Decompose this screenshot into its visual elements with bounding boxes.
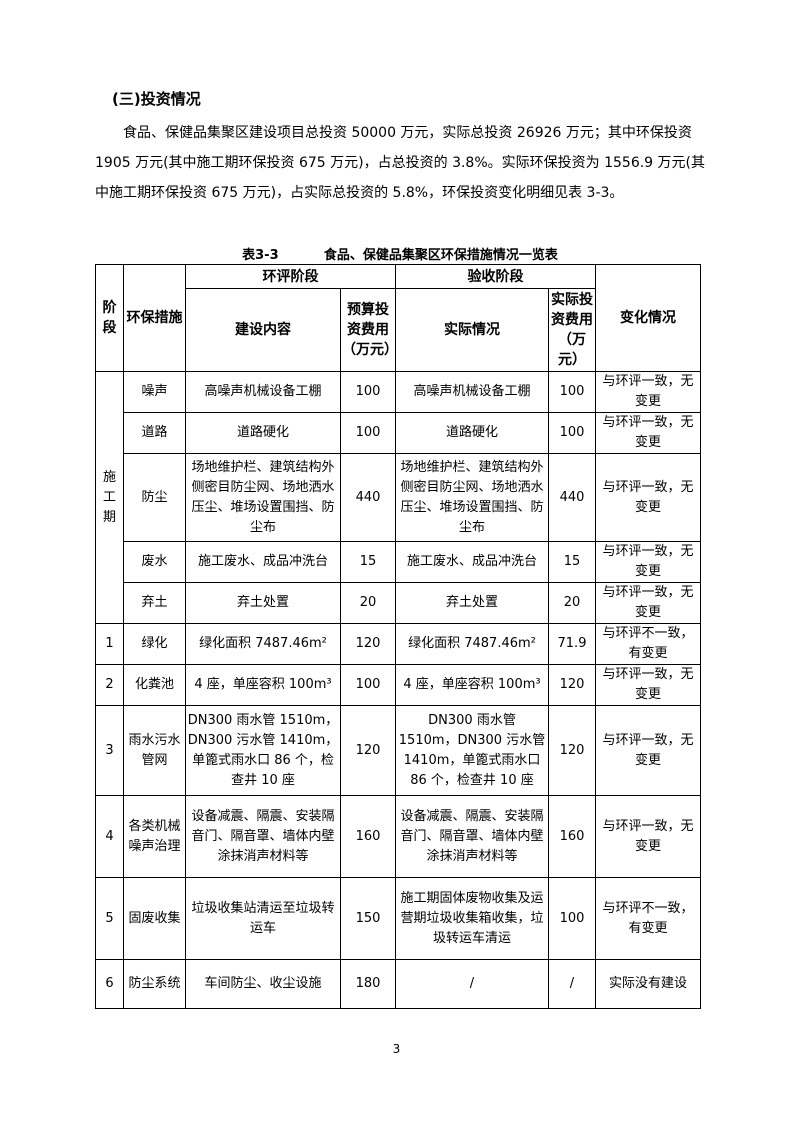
cell-actual: 绿化面积 7487.46m² [395,623,549,665]
cell-actual: 高噪声机械设备工棚 [395,371,549,413]
cell-actual: 4 座，单座容积 100m³ [395,664,549,706]
cell-content: 垃圾收集站清运至垃圾转运车 [185,877,341,960]
cell-actual-cost: 100 [548,412,596,454]
cell-actual-cost: 15 [548,541,596,583]
cell-budget: 150 [340,877,396,960]
cell-measure: 道路 [123,412,186,454]
header-stage: 阶段 [95,264,124,372]
header-measure: 环保措施 [123,264,186,372]
cell-measure: 雨水污水管网 [123,705,186,796]
cell-actual: 施工期固体废物收集及运营期垃圾收集箱收集，垃圾转运车清运 [395,877,549,960]
cell-actual-cost: / [548,959,596,1009]
table-row: 5 固废收集 垃圾收集站清运至垃圾转运车 150 施工期固体废物收集及运营期垃圾收集箱收… [95,877,701,960]
cell-measure: 固废收集 [123,877,186,960]
header-acceptance: 验收阶段 [395,264,596,289]
cell-actual: DN300 雨水管 1510m，DN300 污水管 1410m，单篦式雨水口 8… [395,705,549,796]
cell-measure: 废水 [123,541,186,583]
environmental-measures-table: 阶段 环保措施 环评阶段 验收阶段 变化情况 建设内容 预算投资费用（万元） 实… [95,264,701,1009]
cell-budget: 100 [340,371,396,413]
cell-change: 与环评一致，无变更 [595,412,701,454]
header-eia: 环评阶段 [185,264,396,289]
header-change: 变化情况 [595,264,701,372]
cell-measure: 各类机械噪声治理 [123,795,186,878]
cell-actual-cost: 100 [548,877,596,960]
cell-change: 与环评不一致，有变更 [595,623,701,665]
cell-content: 设备减震、隔震、安装隔音门、隔音罩、墙体内壁涂抹消声材料等 [185,795,341,878]
cell-change: 与环评一致，无变更 [595,795,701,878]
cell-content: 车间防尘、收尘设施 [185,959,341,1009]
table-row: 2 化粪池 4 座，单座容积 100m³ 100 4 座，单座容积 100m³ 120 与环… [95,664,701,706]
cell-budget: 100 [340,412,396,454]
cell-actual-cost: 120 [548,664,596,706]
table-row: 4 各类机械噪声治理 设备减震、隔震、安装隔音门、隔音罩、墙体内壁涂抹消声材料等 16… [95,795,701,878]
cell-stage: 施工期 [95,371,124,624]
cell-content: 高噪声机械设备工棚 [185,371,341,413]
cell-actual-cost: 20 [548,582,596,624]
cell-actual: / [395,959,549,1009]
cell-change: 与环评一致，无变更 [595,541,701,583]
cell-actual: 弃土处置 [395,582,549,624]
page-number: 3 [392,1042,401,1056]
cell-budget: 120 [340,705,396,796]
cell-stage: 2 [95,664,124,706]
body-paragraph: 食品、保健品集聚区建设项目总投资 50000 万元，实际总投资 26926 万元… [95,125,705,201]
cell-budget: 20 [340,582,396,624]
cell-actual: 设备减震、隔震、安装隔音门、隔音罩、墙体内壁涂抹消声材料等 [395,795,549,878]
cell-stage: 5 [95,877,124,960]
cell-content: 4 座，单座容积 100m³ [185,664,341,706]
cell-budget: 15 [340,541,396,583]
cell-measure: 弃土 [123,582,186,624]
cell-actual-cost: 71.9 [548,623,596,665]
cell-content: 场地维护栏、建筑结构外侧密目防尘网、场地洒水压尘、堆场设置围挡、防尘布 [185,453,341,542]
cell-measure: 防尘系统 [123,959,186,1009]
header-actual: 实际情况 [395,288,549,372]
cell-stage: 3 [95,705,124,796]
cell-measure: 防尘 [123,453,186,542]
cell-content: 绿化面积 7487.46m² [185,623,341,665]
cell-budget: 100 [340,664,396,706]
header-actual-cost: 实际投资费用（万元） [548,288,596,372]
section-heading: (三)投资情况 [112,90,201,108]
table-row: 废水 施工废水、成品冲洗台 15 施工废水、成品冲洗台 15 与环评一致，无变更 [96,541,701,583]
cell-budget: 120 [340,623,396,665]
header-budget: 预算投资费用（万元） [340,288,398,372]
cell-change: 与环评一致，无变更 [595,453,701,542]
table-row: 1 绿化 绿化面积 7487.46m² 120 绿化面积 7487.46m² 71.9 与环… [95,623,701,665]
cell-budget: 440 [340,453,396,542]
cell-actual-cost: 120 [548,705,596,796]
cell-stage: 6 [95,959,124,1009]
cell-actual-cost: 100 [548,371,596,413]
table-row: 3 雨水污水管网 DN300 雨水管 1510m，DN300 污水管 1410m，单… [95,705,701,796]
cell-actual-cost: 160 [548,795,596,878]
cell-stage: 4 [95,795,124,878]
cell-change: 与环评一致，无变更 [595,705,701,796]
cell-content: 施工废水、成品冲洗台 [185,541,341,583]
cell-measure: 绿化 [123,623,186,665]
cell-measure: 化粪池 [123,664,186,706]
cell-actual: 施工废水、成品冲洗台 [395,541,549,583]
table-row: 道路 道路硬化 100 道路硬化 100 与环评一致，无变更 [96,412,701,454]
table-caption: 表3-3 食品、保健品集聚区环保措施情况一览表 [242,248,558,263]
table-row: 弃土 弃土处置 20 弃土处置 20 与环评一致，无变更 [96,582,701,624]
cell-content: 道路硬化 [185,412,341,454]
cell-actual: 道路硬化 [395,412,549,454]
cell-change: 与环评一致，无变更 [595,371,701,413]
cell-actual: 场地维护栏、建筑结构外侧密目防尘网、场地洒水压尘、堆场设置围挡、防尘布 [395,453,549,542]
cell-stage: 1 [95,623,124,665]
cell-content: DN300 雨水管 1510m，DN300 污水管 1410m，单篦式雨水口 8… [185,705,341,796]
table-row: 6 防尘系统 车间防尘、收尘设施 180// 实际没有建设 [95,959,701,1009]
cell-budget: 160 [340,795,396,878]
cell-budget: 180 [340,959,396,1009]
cell-change: 与环评不一致，有变更 [595,877,701,960]
table-row: 施工期 噪声 高噪声机械设备工棚 100 高噪声机械设备工棚 100 与环评一致，无变更 [95,371,701,624]
cell-change: 实际没有建设 [595,959,701,1009]
cell-content: 弃土处置 [185,582,341,624]
cell-actual-cost: 440 [548,453,596,542]
cell-change: 与环评一致，无变更 [595,582,701,624]
cell-change: 与环评一致，无变更 [595,664,701,706]
cell-measure: 噪声 [123,371,186,413]
header-content: 建设内容 [185,288,341,372]
table-row: 防尘 场地维护栏、建筑结构外侧密目防尘网、场地洒水压尘、堆场设置围挡、防尘布 440… [96,453,701,542]
